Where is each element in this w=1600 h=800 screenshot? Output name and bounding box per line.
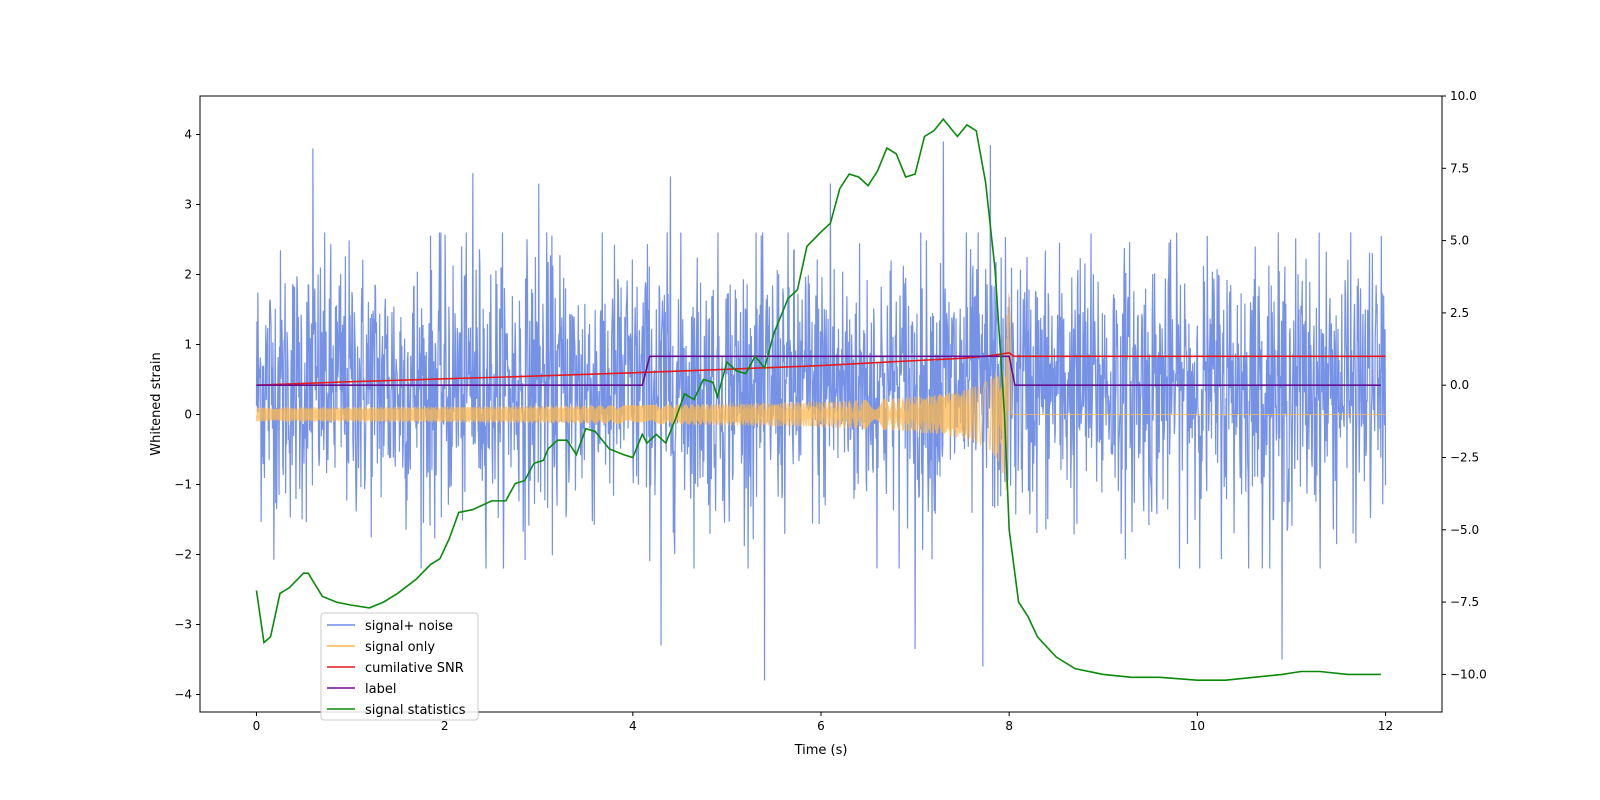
- x-tick-label: 8: [1005, 719, 1013, 733]
- legend-box: [320, 612, 479, 721]
- y2-tick-label: 0.0: [1450, 378, 1469, 392]
- y-tick-label: 1: [184, 338, 192, 352]
- series-layer: [255, 117, 1387, 681]
- legend-label: signal only: [365, 640, 435, 655]
- series-line-signal-noise: [255, 141, 1387, 681]
- y2-tick-label: −2.5: [1450, 451, 1479, 465]
- y-tick-label: −3: [174, 618, 192, 632]
- y-tick-label: 3: [184, 198, 192, 212]
- y2-tick-label: 10.0: [1450, 89, 1477, 103]
- y-tick-label: 4: [184, 128, 192, 142]
- y-tick-label: 2: [184, 268, 192, 282]
- legend-label: label: [365, 682, 396, 697]
- plot-area: [255, 117, 1387, 681]
- x-tick-label: 6: [817, 719, 825, 733]
- y-tick-label: −1: [174, 478, 192, 492]
- y2-tick-label: −7.5: [1450, 595, 1479, 609]
- y2-tick-label: −5.0: [1450, 523, 1479, 537]
- y-tick-label: −2: [174, 548, 192, 562]
- legend-label: signal statistics: [365, 703, 466, 718]
- y2-tick-label: 5.0: [1450, 234, 1469, 248]
- y-axis-left: −4 −3 −2 −1 0 1 2 3 4: [174, 128, 200, 702]
- x-tick-label: 0: [253, 719, 261, 733]
- legend-label: signal+ noise: [365, 619, 453, 634]
- y-tick-label: 0: [184, 408, 192, 422]
- x-axis-label: Time (s): [794, 743, 848, 758]
- legend: signal+ noise signal only cumilative SNR la…: [320, 612, 479, 721]
- y-axis-right: −10.0 −7.5 −5.0 −2.5 0.0 2.5 5.0 7.5 10.0: [1442, 89, 1487, 681]
- y2-tick-label: −10.0: [1450, 667, 1487, 681]
- y2-tick-label: 7.5: [1450, 161, 1469, 175]
- x-tick-label: 10: [1190, 719, 1205, 733]
- x-tick-label: 12: [1378, 719, 1393, 733]
- series-line-label: [256, 355, 1381, 386]
- x-tick-label: 4: [629, 719, 637, 733]
- y-axis-label: Whitened strain: [149, 352, 164, 455]
- x-tick-label: 2: [441, 719, 449, 733]
- y-tick-label: −4: [174, 688, 192, 702]
- series-line-signal-statistics: [255, 117, 1381, 681]
- series-line-signal-only: [255, 293, 1386, 491]
- series-line-cumilative-snr: [256, 351, 1386, 386]
- y2-tick-label: 2.5: [1450, 306, 1469, 320]
- legend-label: cumilative SNR: [365, 661, 464, 676]
